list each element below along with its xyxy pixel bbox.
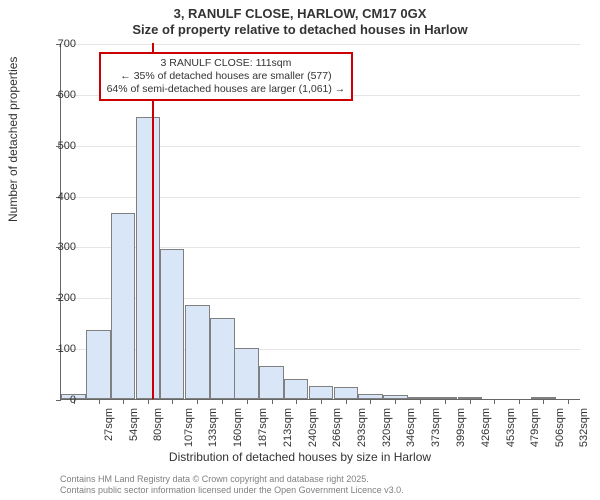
xtick-mark <box>197 399 198 404</box>
gridline <box>61 44 580 45</box>
xtick-mark <box>494 399 495 404</box>
xtick-label: 27sqm <box>103 408 115 441</box>
xtick-mark <box>247 399 248 404</box>
xtick-label: 107sqm <box>183 408 195 447</box>
xtick-mark <box>445 399 446 404</box>
xtick-label: 453sqm <box>505 408 517 447</box>
xtick-label: 160sqm <box>232 408 244 447</box>
xtick-label: 426sqm <box>480 408 492 447</box>
ytick-label: 600 <box>46 89 76 101</box>
xtick-mark <box>568 399 569 404</box>
xtick-label: 213sqm <box>282 408 294 447</box>
xtick-label: 479sqm <box>529 408 541 447</box>
xtick-label: 293sqm <box>356 408 368 447</box>
xtick-mark <box>519 399 520 404</box>
xtick-mark <box>222 399 223 404</box>
ytick-label: 200 <box>46 292 76 304</box>
chart-title-address: 3, RANULF CLOSE, HARLOW, CM17 0GX <box>0 6 600 21</box>
histogram-bar <box>284 379 309 399</box>
footer-attribution: Contains HM Land Registry data © Crown c… <box>60 474 404 496</box>
footer-line-2: Contains public sector information licen… <box>60 485 404 496</box>
xtick-mark <box>296 399 297 404</box>
ytick-label: 300 <box>46 241 76 253</box>
histogram-bar <box>210 318 235 399</box>
xtick-mark <box>148 399 149 404</box>
x-axis-label: Distribution of detached houses by size … <box>0 450 600 464</box>
annotation-line: 64% of semi-detached houses are larger (… <box>107 83 346 96</box>
xtick-label: 373sqm <box>431 408 443 447</box>
histogram-bar <box>185 305 210 399</box>
xtick-label: 346sqm <box>405 408 417 447</box>
histogram-bar <box>259 366 284 399</box>
xtick-label: 266sqm <box>331 408 343 447</box>
ytick-label: 500 <box>46 140 76 152</box>
annotation-line: ← 35% of detached houses are smaller (57… <box>107 70 346 83</box>
xtick-mark <box>346 399 347 404</box>
chart-title-subtitle: Size of property relative to detached ho… <box>0 22 600 37</box>
xtick-label: 240sqm <box>307 408 319 447</box>
xtick-mark <box>321 399 322 404</box>
xtick-mark <box>272 399 273 404</box>
histogram-bar <box>86 330 111 399</box>
ytick-label: 400 <box>46 191 76 203</box>
xtick-mark <box>370 399 371 404</box>
histogram-bar <box>234 348 259 399</box>
xtick-label: 187sqm <box>258 408 270 447</box>
xtick-label: 133sqm <box>207 408 219 447</box>
histogram-bar <box>334 387 359 399</box>
xtick-label: 320sqm <box>381 408 393 447</box>
xtick-mark <box>420 399 421 404</box>
xtick-mark <box>543 399 544 404</box>
xtick-label: 54sqm <box>128 408 140 441</box>
xtick-label: 506sqm <box>554 408 566 447</box>
histogram-bar <box>111 213 136 399</box>
xtick-label: 80sqm <box>152 408 164 441</box>
ytick-label: 700 <box>46 38 76 50</box>
histogram-bar <box>309 386 334 399</box>
xtick-mark <box>123 399 124 404</box>
annotation-box: 3 RANULF CLOSE: 111sqm← 35% of detached … <box>99 52 354 101</box>
histogram-bar <box>160 249 185 399</box>
footer-line-1: Contains HM Land Registry data © Crown c… <box>60 474 404 485</box>
y-axis-label: Number of detached properties <box>6 57 20 222</box>
histogram-bar <box>136 117 161 399</box>
annotation-line: 3 RANULF CLOSE: 111sqm <box>107 57 346 70</box>
xtick-mark <box>395 399 396 404</box>
ytick-label: 0 <box>46 394 76 406</box>
xtick-label: 532sqm <box>578 408 590 447</box>
xtick-mark <box>470 399 471 404</box>
ytick-label: 100 <box>46 343 76 355</box>
xtick-mark <box>99 399 100 404</box>
xtick-mark <box>172 399 173 404</box>
xtick-label: 399sqm <box>455 408 467 447</box>
